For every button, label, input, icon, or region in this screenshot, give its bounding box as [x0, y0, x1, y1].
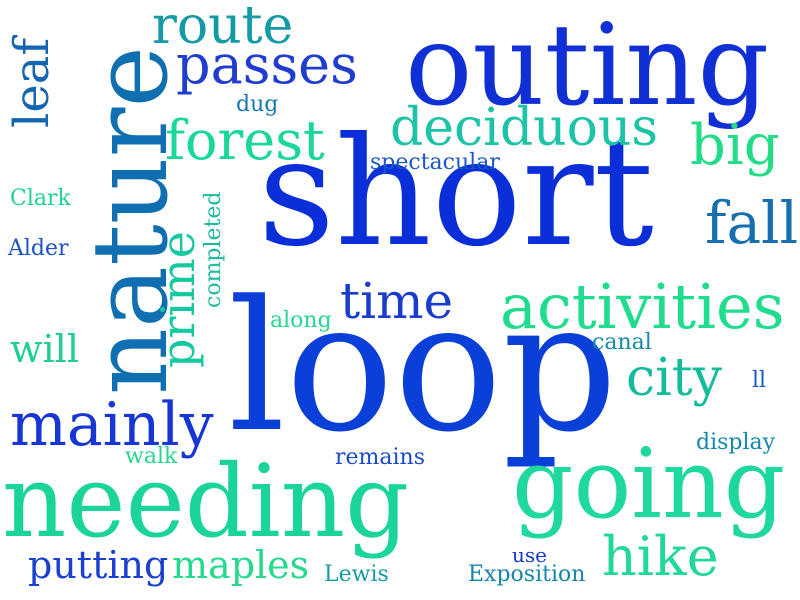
word-mainly: mainly [10, 390, 214, 460]
word-maples: maples [172, 543, 310, 587]
word-clark: Clark [10, 186, 71, 211]
word-route: route [152, 0, 294, 56]
word-along: along [270, 308, 332, 333]
word-alder: Alder [8, 236, 69, 261]
word-lewis: Lewis [324, 562, 389, 587]
word-use: use [512, 543, 547, 567]
word-will: will [10, 327, 79, 371]
word-walk: walk [125, 444, 178, 469]
word-passes: passes [176, 33, 358, 96]
word-remains: remains [335, 445, 426, 470]
word-fall: fall [705, 189, 799, 257]
word-prime: prime [151, 231, 205, 368]
word-hike: hike [602, 525, 719, 588]
word-leaf: leaf [4, 37, 60, 128]
word-needing: needing [2, 443, 410, 560]
word-putting: putting [28, 543, 169, 587]
word-activities: activities [500, 270, 785, 343]
word-ll: ll [752, 368, 767, 393]
word-spectacular: spectacular [370, 150, 500, 175]
word-forest: forest [165, 109, 325, 172]
word-loop: loop [228, 263, 618, 472]
word-going: going [512, 428, 786, 540]
word-short: short [258, 106, 654, 280]
word-big: big [690, 113, 780, 178]
word-city: city [626, 348, 723, 408]
word-deciduous: deciduous [390, 98, 659, 158]
word-display: display [696, 430, 776, 455]
word-completed: completed [201, 191, 226, 308]
word-time: time [340, 272, 454, 330]
word-outing: outing [405, 1, 770, 131]
word-exposition: Exposition [468, 562, 586, 587]
word-dug: dug [236, 92, 279, 117]
word-canal: canal [592, 330, 652, 355]
